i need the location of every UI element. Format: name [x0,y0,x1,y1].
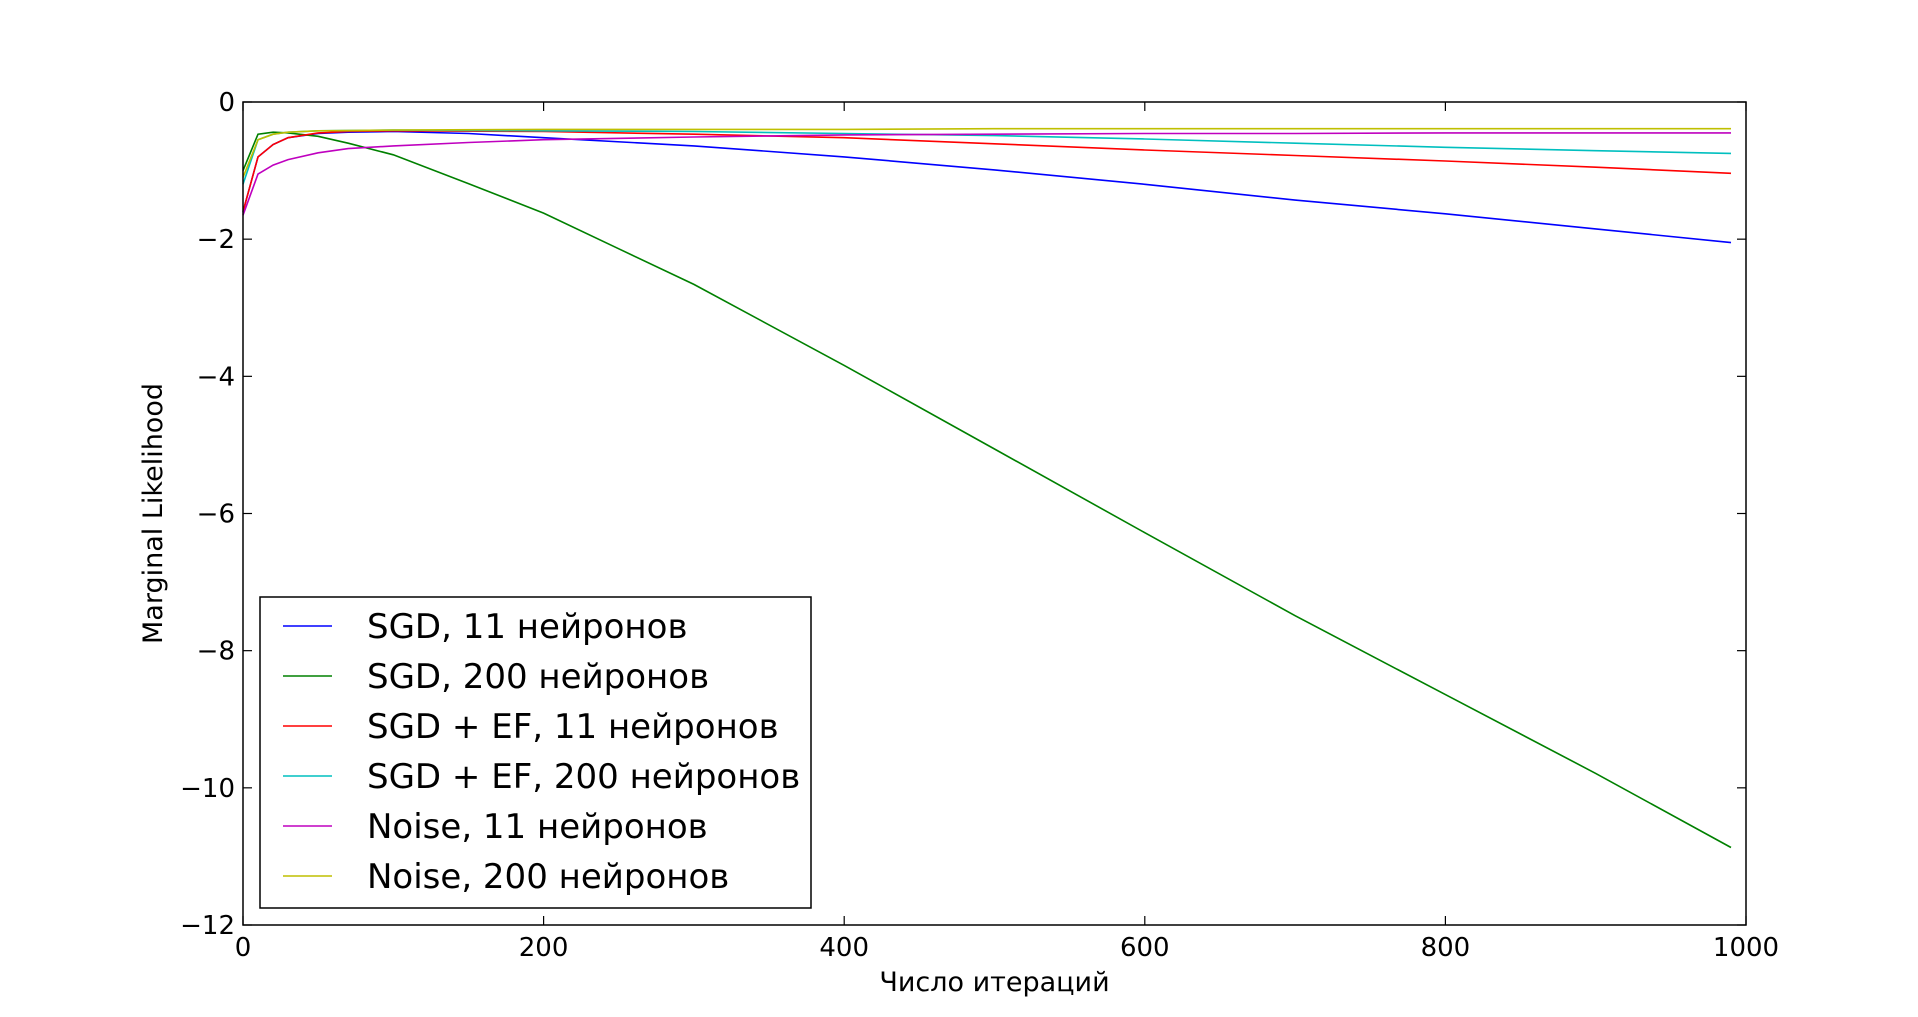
legend-label: Noise, 200 нейронов [367,857,729,897]
y-axis-label: Marginal Likelihood [138,383,169,644]
x-tick-label: 800 [1421,933,1471,963]
series-line-2 [242,129,1732,212]
x-tick-label: 1000 [1713,933,1779,963]
y-tick-label: 0 [218,88,235,118]
x-tick-label: 600 [1120,933,1170,963]
plot-lines [242,127,1732,849]
y-tick-label: −2 [197,225,235,255]
series-line-4 [242,132,1731,216]
x-tick-label: 200 [519,933,569,963]
x-tick-label: 400 [819,933,869,963]
legend-label: SGD + EF, 200 нейронов [367,757,800,797]
legend-label: SGD + EF, 11 нейронов [367,707,779,747]
x-tick-label: 0 [235,933,252,963]
legend-label: Noise, 11 нейронов [367,807,708,847]
series-line-3 [242,129,1732,185]
y-tick-label: −10 [180,774,235,804]
series-line-5 [242,127,1731,178]
axis-ticks [242,101,1747,926]
axis-tick-labels: 0 200 400 600 800 1000 0 −2 −4 −6 −8 −10 −12 [180,88,1779,963]
y-tick-label: −8 [197,637,235,667]
x-axis-label: Число итераций [879,967,1109,998]
y-tick-label: −4 [197,362,235,392]
legend-box [259,596,812,909]
legend-label: SGD, 200 нейронов [367,657,709,697]
y-tick-label: −6 [197,500,235,530]
legend-label: SGD, 11 нейронов [367,607,688,647]
legend: SGD, 11 нейронов SGD, 200 нейронов SGD + E… [259,596,812,909]
y-tick-label: −12 [180,911,235,941]
